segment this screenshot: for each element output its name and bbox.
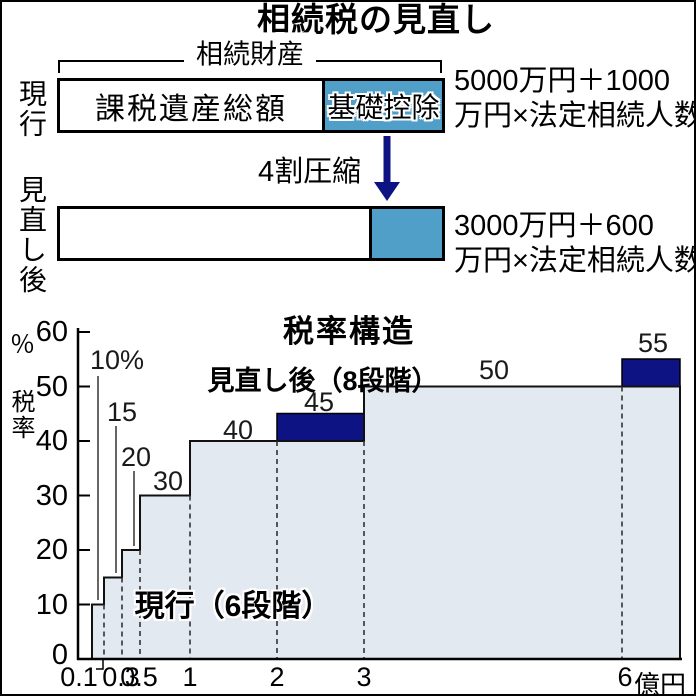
rate-label-30: 30 [152,466,184,496]
row-label-revised: 見直し後 [16,175,47,295]
page-title: 相続税の見直し [257,1,495,38]
y-tick-10: 10 [35,588,68,621]
x-tick-0-5: 0.5 [120,662,158,692]
y-axis-unit: ％ [10,331,36,359]
revised-55pct-block [621,358,681,388]
rate-label-10: 10% [89,345,145,375]
revised-taxable-segment [60,209,369,258]
inheritance-property-bracket: 相続財産 [58,32,442,73]
revised-45pct-block [276,412,365,442]
y-tick-60: 60 [35,316,68,348]
x-tick-2: 2 [269,662,285,692]
basic-deduction-segment: 基礎控除 [322,81,442,130]
rate-label-50: 50 [478,355,510,385]
bracket-label: 相続財産 [184,32,316,72]
revised-deduction-segment [369,209,442,258]
chart-title: 税率構造 [283,314,415,349]
rate-label-20: 20 [120,442,152,472]
formula-line-2: 万円×法定相続人数 [454,100,696,132]
current-estate-bar: 課税遺産総額 基礎控除 [57,78,445,133]
y-axis-title: 税率 [7,389,34,441]
y-tick-40: 40 [35,425,68,457]
x-tick-3: 3 [356,662,372,692]
revised-deduction-formula: 3000万円＋600 万円×法定相続人数 [454,209,696,279]
compression-label: 4割圧縮 [258,156,362,188]
formula-line-1: 3000万円＋600 [454,210,654,242]
y-tick-30: 30 [35,479,68,512]
formula-line-1: 5000万円＋1000 [454,65,671,97]
chart-subtitle-revised: 見直し後（8段階） [207,366,439,396]
y-tick-20: 20 [35,534,68,566]
x-tick-0-3: 0.3 [102,662,140,692]
x-axis-unit: 億円 [634,670,687,696]
x-tick-0-1: 0.1 [60,662,98,692]
y-tick-50: 50 [35,370,68,403]
rate-label-55: 55 [637,328,669,358]
chart-current-label: 現行（6段階） [134,590,332,623]
rate-label-45: 45 [303,387,335,417]
rate-label-40: 40 [222,415,254,445]
x-tick-1: 1 [182,662,198,692]
down-arrow-icon [374,136,400,201]
row-label-current: 現行 [16,79,47,139]
taxable-estate-segment: 課税遺産総額 [95,92,287,126]
rate-label-15: 15 [106,397,138,427]
formula-line-2: 万円×法定相続人数 [454,245,696,277]
y-tick-0: 0 [51,639,68,671]
revised-estate-bar [57,206,445,261]
x-tick-6: 6 [617,662,633,692]
current-deduction-formula: 5000万円＋1000 万円×法定相続人数 [454,64,696,134]
